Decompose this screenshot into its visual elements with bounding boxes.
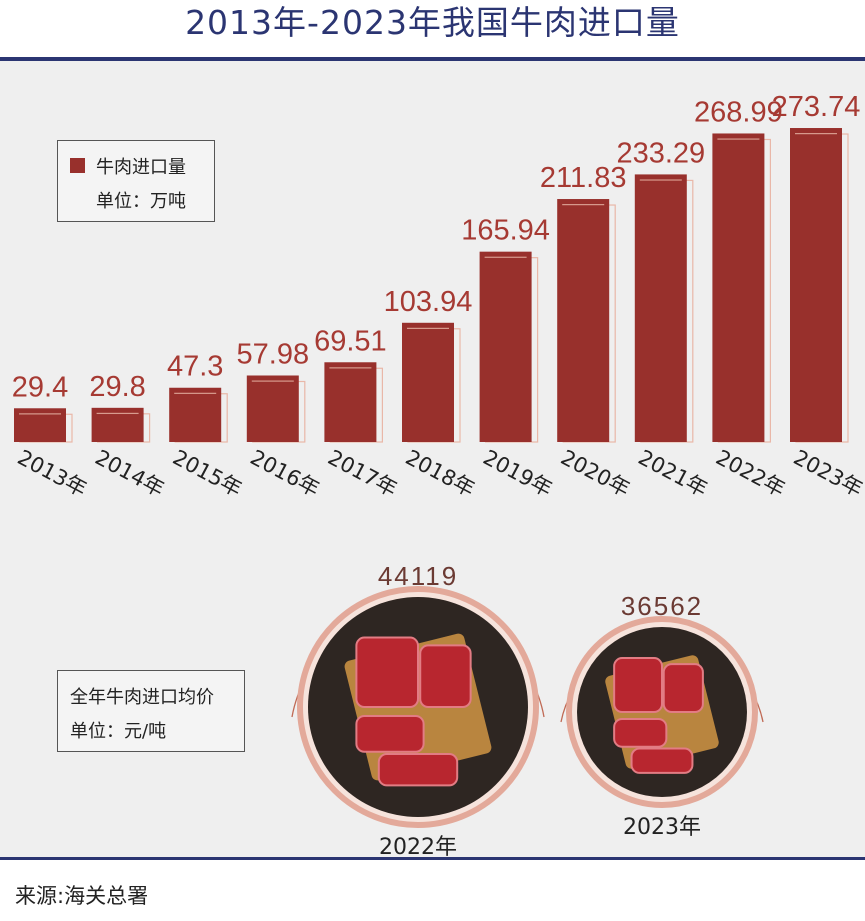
- bar: [246, 375, 299, 442]
- chart-canvas: 29.4 29.8 47.3 57.98 69.51 103.94 165.94 211.83…: [12, 91, 865, 860]
- x-tick-label: 2013年: [14, 445, 91, 501]
- bar: [402, 322, 454, 442]
- steak: [419, 644, 472, 709]
- bar-value-label: 69.51: [314, 325, 387, 357]
- steak: [630, 747, 694, 774]
- bar: [479, 251, 532, 442]
- x-tick-label: 2017年: [324, 445, 401, 501]
- bar-highlight: [96, 412, 139, 415]
- bar-value-label: 268.99: [694, 96, 783, 128]
- x-tick-labels-layer: 2013年 2014年 2015年 2016年 2017年 2018年 2019年 2020年…: [14, 445, 865, 501]
- value-labels-layer: 29.4 29.8 47.3 57.98 69.51 103.94 165.94 211.83…: [12, 91, 861, 403]
- bar: [169, 387, 222, 442]
- x-tick-label: 2016年: [246, 445, 323, 501]
- bar-highlight: [795, 133, 837, 135]
- bar-value-label: 273.74: [772, 91, 861, 123]
- legend-unit-label: 单位：万吨: [96, 191, 186, 212]
- bar: [790, 128, 842, 443]
- steak: [662, 663, 704, 714]
- bar: [324, 362, 377, 442]
- x-tick-label: 2015年: [169, 445, 246, 501]
- bar-highlight: [562, 204, 605, 206]
- bar-highlight: [329, 367, 372, 369]
- price-year: 2023年: [623, 815, 701, 840]
- legend-swatch: [70, 158, 85, 173]
- steak: [613, 657, 664, 713]
- price-year: 2022年: [379, 835, 457, 860]
- legend: 牛肉进口量 单位：万吨: [57, 140, 215, 222]
- bar-value-label: 103.94: [384, 286, 473, 318]
- bar-highlight: [251, 380, 294, 382]
- steak: [613, 717, 668, 748]
- x-tick-label: 2023年: [790, 445, 865, 501]
- steak: [377, 753, 459, 787]
- x-tick-label: 2019年: [479, 445, 556, 501]
- bar-highlight: [174, 392, 217, 394]
- source-note: 来源:海关总署: [15, 884, 149, 908]
- steak: [355, 636, 419, 708]
- bar-value-label: 29.8: [89, 371, 145, 403]
- x-tick-label: 2022年: [712, 445, 789, 501]
- bar-highlight: [484, 256, 527, 258]
- x-tick-label: 2021年: [634, 445, 711, 501]
- steak: [355, 714, 425, 753]
- price-value: 44119: [378, 561, 458, 591]
- bar-highlight: [407, 327, 449, 329]
- price-legend-label: 全年牛肉进口均价: [70, 687, 214, 708]
- bar-value-label: 233.29: [616, 137, 705, 169]
- bar-highlight: [717, 138, 760, 140]
- price-value: 36562: [621, 591, 703, 621]
- x-tick-label: 2018年: [402, 445, 479, 501]
- bar-value-label: 57.98: [237, 338, 310, 370]
- bar-highlight: [19, 413, 61, 415]
- bar-highlight: [639, 179, 682, 181]
- price-legend: 全年牛肉进口均价 单位：元/吨: [57, 670, 245, 752]
- bar: [712, 133, 765, 442]
- bar: [557, 199, 610, 442]
- x-tick-label: 2020年: [557, 445, 634, 501]
- bar-value-label: 29.4: [12, 371, 68, 403]
- bars-layer: [14, 128, 849, 443]
- x-tick-label: 2014年: [91, 445, 168, 501]
- price-plates-layer: 44119 2022年 36562 2023年: [291, 561, 764, 860]
- footer-divider: [0, 857, 865, 860]
- bar-value-label: 165.94: [461, 215, 550, 247]
- legend-series-label: 牛肉进口量: [96, 157, 186, 178]
- title-divider: [0, 57, 865, 61]
- bar: [634, 174, 687, 442]
- price-legend-unit: 单位：元/吨: [70, 721, 167, 742]
- chart-title: 2013年-2023年我国牛肉进口量: [185, 3, 680, 42]
- bar-value-label: 211.83: [540, 162, 627, 194]
- bar-value-label: 47.3: [167, 351, 223, 383]
